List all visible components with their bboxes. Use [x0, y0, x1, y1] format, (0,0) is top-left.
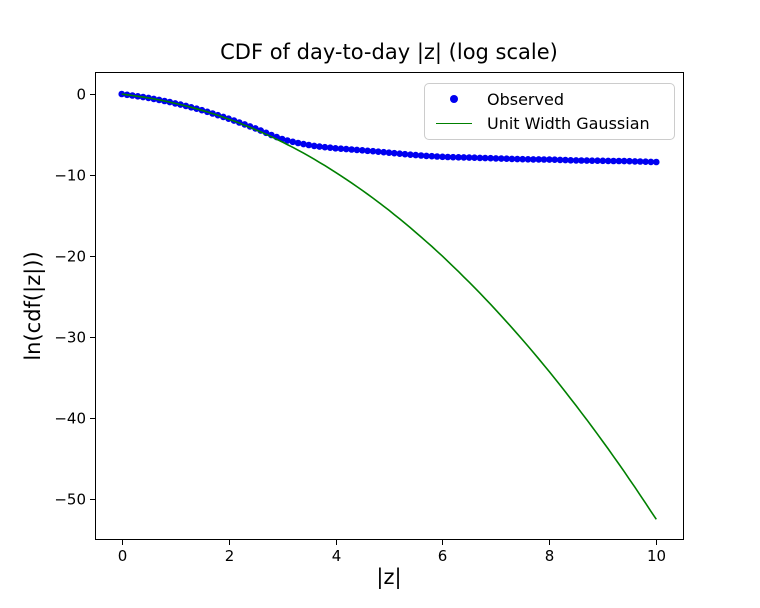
observed-data-point [546, 156, 553, 163]
observed-data-point [519, 155, 526, 163]
observed-data-point [364, 147, 371, 155]
observed-data-point [631, 158, 639, 165]
observed-data-point [535, 156, 542, 163]
observed-data-point [487, 154, 494, 162]
observed-data-point [588, 157, 596, 164]
observed-data-point [604, 157, 612, 165]
y-tick-label: −30 [54, 329, 86, 347]
legend: Observed Unit Width Gaussian [424, 83, 675, 140]
observed-data-point [562, 156, 569, 164]
y-axis-label: ln(cdf(|z|)) [21, 251, 45, 361]
observed-data-point [294, 139, 302, 147]
x-tick-label: 8 [545, 547, 555, 565]
gaussian-curve [121, 93, 657, 520]
observed-dot-icon [433, 95, 475, 104]
y-tick-label: 0 [76, 86, 86, 104]
observed-data-point [369, 147, 377, 155]
observed-data-point [481, 154, 489, 162]
observed-data-point [556, 156, 564, 164]
observed-data-point [460, 154, 468, 161]
observed-data-point [551, 156, 558, 163]
observed-data-point [391, 149, 398, 157]
observed-data-point [310, 142, 318, 150]
observed-data-point [401, 150, 409, 158]
observed-data-point [599, 157, 607, 165]
observed-data-point [471, 154, 478, 161]
observed-data-point [465, 154, 473, 161]
observed-data-point [567, 157, 574, 164]
axes-frame [95, 72, 684, 540]
observed-data-point [433, 153, 441, 160]
observed-data-point [396, 150, 404, 157]
observed-data-point [428, 152, 436, 160]
observed-data-point [540, 156, 548, 163]
observed-data-point [449, 153, 457, 161]
x-tick-label: 0 [118, 547, 128, 565]
observed-data-point [289, 138, 297, 146]
observed-data-point [583, 157, 591, 164]
observed-data-point [498, 155, 505, 162]
y-tick-label: −20 [54, 248, 86, 266]
observed-data-point [572, 157, 580, 164]
observed-data-point [417, 152, 425, 159]
observed-data-point [348, 146, 355, 153]
observed-data-point [316, 143, 323, 150]
observed-data-point [642, 158, 649, 165]
observed-data-point [508, 155, 516, 163]
observed-data-point [647, 158, 655, 166]
observed-data-point [326, 144, 334, 151]
observed-data-point [530, 156, 537, 163]
x-tick-label: 2 [225, 547, 235, 565]
observed-data-point [444, 153, 452, 161]
observed-data-point [615, 157, 623, 165]
x-tick-label: 10 [647, 547, 666, 565]
gaussian-line-icon [433, 123, 475, 125]
legend-label-gaussian: Unit Width Gaussian [487, 114, 650, 134]
observed-data-point [375, 148, 382, 155]
observed-data-point [455, 154, 462, 161]
observed-data-point [300, 140, 307, 148]
observed-data-point [610, 157, 617, 165]
observed-data-point [337, 145, 345, 152]
observed-data-point [503, 155, 510, 162]
observed-data-point [353, 146, 361, 154]
observed-data-point [359, 147, 366, 154]
observed-data-point [492, 155, 500, 162]
x-axis-label: |z| [376, 565, 402, 589]
observed-data-point [305, 141, 313, 149]
legend-label-observed: Observed [487, 89, 564, 109]
observed-data-point [578, 157, 585, 164]
observed-data-point [653, 158, 660, 166]
observed-data-point [284, 137, 291, 144]
observed-data-point [524, 156, 532, 163]
observed-data-point [594, 157, 601, 164]
y-tick-label: −40 [54, 410, 86, 428]
observed-data-point [636, 158, 644, 165]
observed-data-point [423, 152, 430, 160]
observed-data-point [626, 157, 633, 165]
x-tick-label: 4 [332, 547, 342, 565]
observed-data-point [439, 153, 446, 161]
observed-data-point [321, 143, 329, 151]
observed-data-point [380, 148, 388, 156]
observed-data-point [514, 155, 521, 163]
legend-item-observed: Observed [433, 87, 666, 111]
observed-data-point [342, 145, 350, 153]
observed-data-point [412, 151, 420, 159]
observed-data-point [407, 151, 414, 158]
observed-data-point [476, 154, 484, 162]
legend-item-gaussian: Unit Width Gaussian [433, 112, 666, 136]
observed-data-point [620, 157, 628, 165]
x-tick-label: 6 [438, 547, 448, 565]
y-tick-label: −50 [54, 491, 86, 509]
y-tick-label: −10 [54, 167, 86, 185]
observed-data-point [332, 145, 339, 152]
chart-title: CDF of day-to-day |z| (log scale) [220, 40, 558, 64]
observed-data-point [385, 149, 393, 156]
